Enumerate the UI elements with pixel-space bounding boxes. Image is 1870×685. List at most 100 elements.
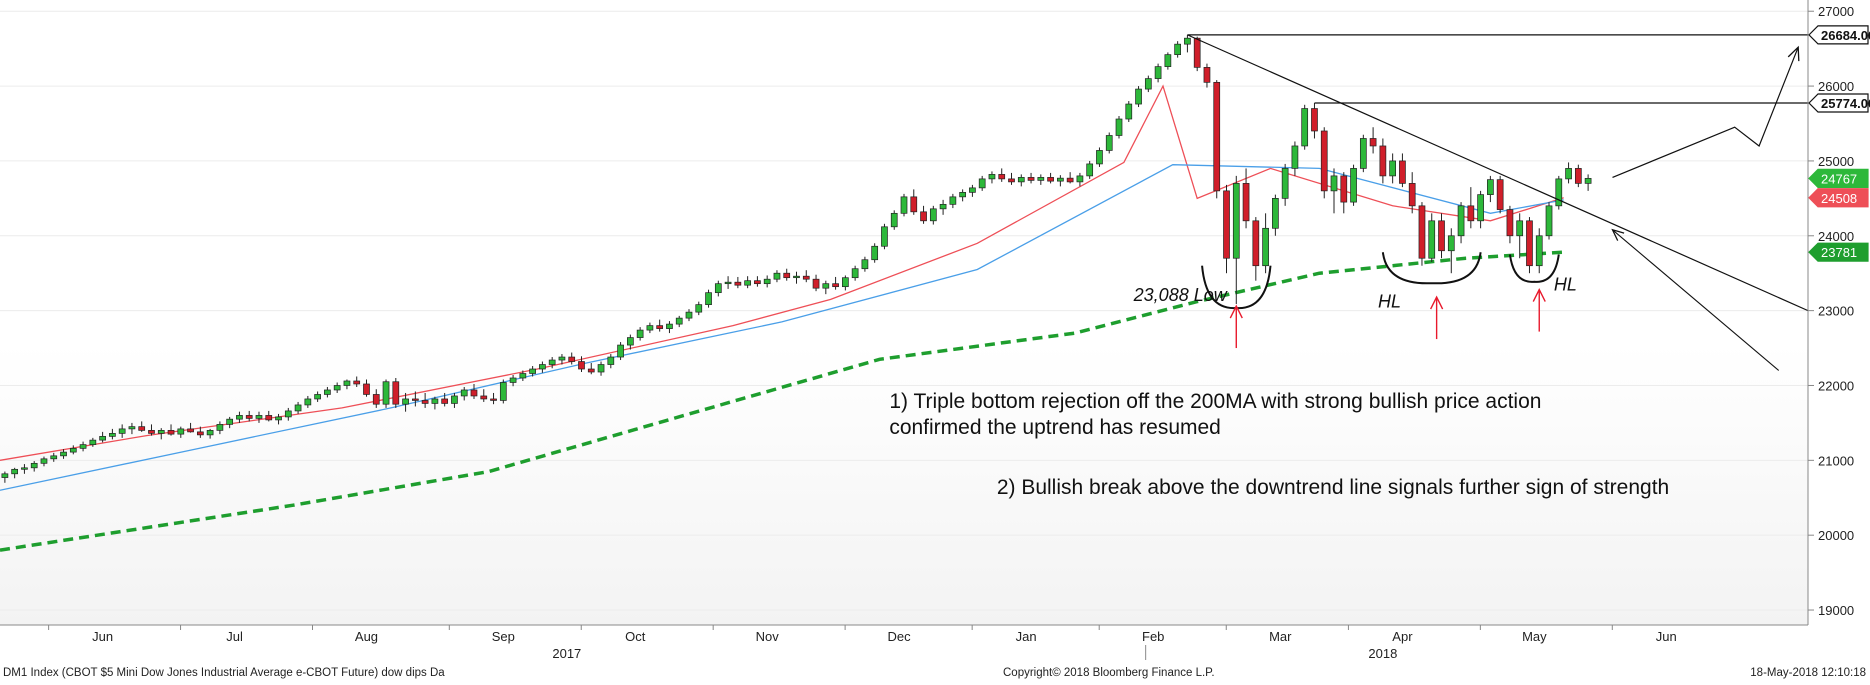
candle (128, 422, 136, 435)
candle-body (216, 424, 224, 431)
candle (1584, 174, 1592, 191)
candle-body (548, 359, 556, 365)
candle-body (959, 192, 966, 198)
candle (871, 243, 879, 263)
candle (949, 193, 957, 209)
candle (1135, 86, 1142, 108)
candle (1350, 164, 1357, 206)
callout-arrowhead (1611, 228, 1625, 241)
candle-body (138, 426, 146, 431)
candle-body (1135, 88, 1142, 105)
candle (1457, 202, 1465, 244)
candle-body (499, 382, 507, 401)
candle (109, 428, 116, 440)
trend-lines (1187, 34, 1809, 371)
x-tick-label: Dec (888, 629, 912, 644)
candle (969, 184, 976, 197)
candle (509, 375, 517, 387)
candle-body (1457, 205, 1465, 237)
candle (1203, 63, 1211, 88)
y-tick-label: 26000 (1818, 79, 1854, 94)
candle (851, 265, 859, 281)
candle (1115, 116, 1123, 139)
price-tag-box (1808, 25, 1869, 45)
red-arrow-head (1430, 295, 1444, 310)
candle (1164, 52, 1172, 70)
candle-body (1487, 179, 1494, 195)
candle-body (177, 428, 185, 435)
candle (724, 276, 732, 289)
candle (1008, 172, 1015, 185)
candle (294, 401, 302, 414)
candle-body (1057, 177, 1064, 182)
candle-body (412, 398, 419, 401)
candle (519, 370, 527, 381)
candle-body (187, 428, 194, 433)
candle-body (900, 196, 908, 214)
candle-body (607, 356, 615, 365)
candle (431, 396, 439, 410)
candle-body (1545, 205, 1553, 237)
candle-body (969, 187, 976, 193)
candle (1057, 175, 1064, 187)
candle (754, 276, 761, 287)
candle-body (1232, 183, 1240, 259)
candle (1223, 184, 1230, 274)
price-tag-label: 23781 (1821, 245, 1857, 260)
candle-body (1017, 177, 1025, 183)
candle-body (363, 383, 370, 395)
candle (1037, 174, 1045, 185)
candle-body (998, 174, 1006, 180)
candle-body (89, 439, 97, 445)
candle (392, 377, 400, 408)
candle-body (343, 380, 351, 386)
candle-body (910, 196, 918, 213)
candle (998, 168, 1006, 182)
candle (1438, 213, 1445, 259)
candle (1428, 213, 1436, 262)
candle-body (646, 325, 654, 331)
candle-body (324, 389, 331, 395)
candle-body (372, 394, 380, 405)
candle-body (265, 415, 273, 421)
candle (1320, 127, 1328, 199)
candle (470, 383, 478, 399)
price-tag-label: 25774.00 (1821, 96, 1870, 111)
candle-body (881, 226, 888, 247)
candle-body (1311, 108, 1318, 132)
candle-body (1438, 220, 1445, 252)
price-tag-box (1808, 242, 1869, 262)
candle (196, 426, 204, 438)
candle (1281, 163, 1289, 206)
candle-body (1272, 198, 1279, 229)
candle (69, 445, 77, 455)
candle-body (519, 373, 527, 379)
x-tick-label: Feb (1142, 629, 1164, 644)
x-axis: Jun Jul Aug Sep Oct Nov Dec Jan Feb Mar Apr May Jun 2… (0, 624, 1808, 661)
candle-body (333, 385, 341, 391)
x-tick-label: Sep (492, 629, 515, 644)
candle-body (99, 436, 106, 441)
candle-body (11, 468, 19, 475)
candle-body (568, 356, 576, 362)
candle (685, 309, 693, 322)
candle-body (1086, 163, 1094, 177)
candle (793, 271, 800, 284)
candle (978, 175, 986, 191)
candle (1193, 36, 1201, 72)
x-tick-label: Nov (756, 629, 780, 644)
candle (157, 428, 165, 440)
candle-body (60, 451, 67, 457)
candle-body (851, 268, 859, 279)
candle-body (1291, 145, 1299, 169)
downtrend-line (1187, 34, 1809, 312)
candle (148, 424, 155, 436)
price-tag-label: 24508 (1821, 191, 1857, 206)
candle-body (1242, 183, 1250, 222)
candle-body (1496, 179, 1504, 210)
candle-body (793, 275, 800, 279)
candle-body (1125, 103, 1133, 120)
candle (1242, 168, 1250, 229)
candle-body (1144, 78, 1152, 90)
candle (656, 319, 664, 332)
